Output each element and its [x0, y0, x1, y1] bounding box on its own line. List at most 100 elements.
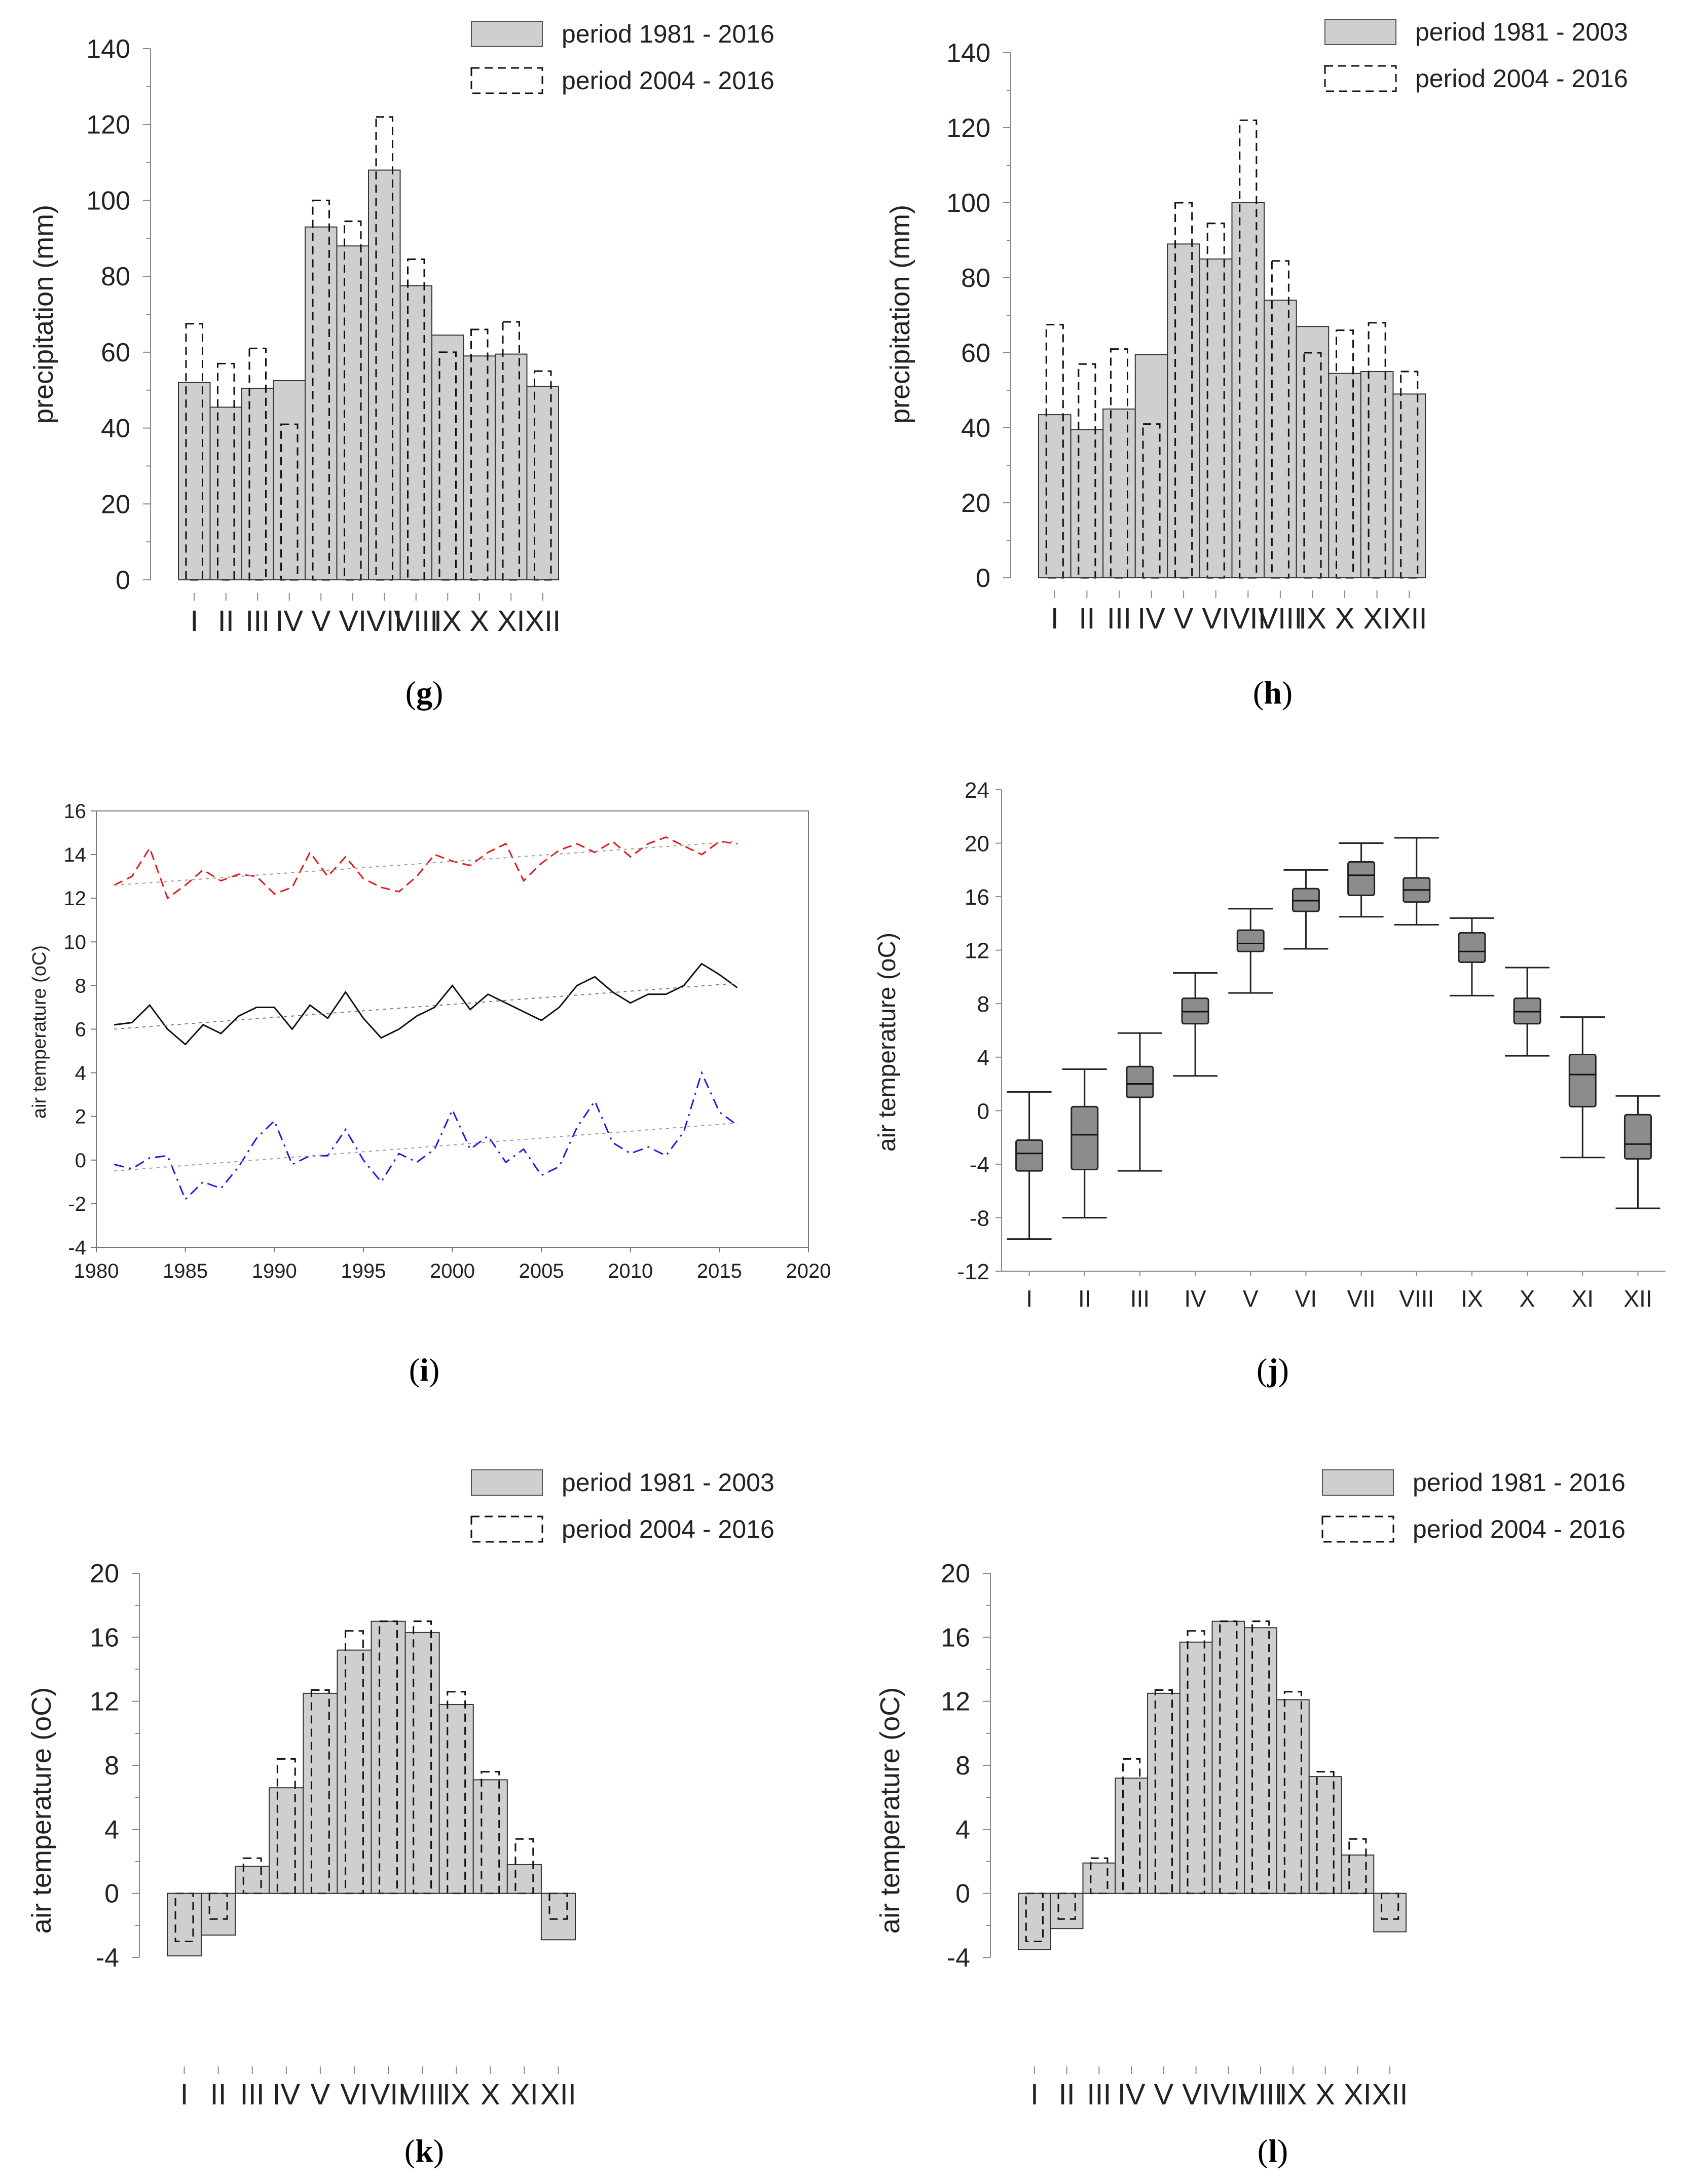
bar-period-1981---2003-II	[1070, 429, 1104, 578]
bar-period-1981---2003-II	[201, 1893, 236, 1936]
chart-panel-g: 0 20 40 60 80 100 120 140 I II III IV V VI VII VIII IX X X…	[0, 0, 848, 728]
y-tick-label: -4	[947, 1943, 970, 1973]
x-tick-label: I	[1030, 2078, 1039, 2111]
panel-label-h: (h)	[1252, 675, 1293, 711]
x-tick-label: I	[1051, 602, 1059, 635]
box-VII	[1347, 861, 1376, 896]
y-tick-label: 16	[64, 800, 87, 823]
bar-period-1981---2016-V	[305, 226, 338, 581]
x-tick-label: II	[1079, 602, 1095, 635]
y-tick-label: 12	[90, 1687, 119, 1717]
y-tick-label: 20	[101, 490, 130, 519]
y-tick-label: 8	[75, 975, 86, 997]
bar-period-1981---2016-II	[1050, 1893, 1084, 1930]
bar-period-1981---2003-III	[1102, 409, 1136, 578]
bar-period-1981---2016-VII	[368, 169, 401, 580]
legend-swatch-dashed	[1324, 65, 1397, 92]
x-tick-label: IX	[1461, 1285, 1483, 1312]
y-tick-label: 140	[86, 34, 130, 64]
x-tick-label: IV	[272, 2078, 300, 2111]
x-tick-label: I	[1026, 1285, 1032, 1312]
x-tick-label: I	[180, 2078, 188, 2111]
x-tick-label: VI	[1202, 602, 1230, 635]
y-tick-label: -12	[957, 1260, 989, 1284]
y-tick-label: 0	[977, 1099, 989, 1124]
box-III	[1126, 1065, 1154, 1098]
y-tick-label: 8	[104, 1751, 119, 1781]
panel-label-j: (j)	[1257, 1352, 1289, 1388]
bar-period-1981---2003-VI	[337, 1649, 372, 1894]
bar-period-1981---2003-V	[303, 1692, 338, 1894]
bar-dashed-IX	[1303, 352, 1322, 579]
bar-dashed-X	[470, 328, 489, 581]
bar-period-1981---2003-VI	[1199, 258, 1233, 578]
legend-label-dashed: period 2004 - 2016	[1413, 1515, 1626, 1543]
x-tick-label: X	[469, 605, 489, 638]
y-tick-label: 0	[976, 564, 990, 593]
y-tick-label: 14	[64, 844, 87, 866]
y-axis-label: air temperature (oC)	[29, 945, 50, 1119]
legend-swatch-dashed	[1321, 1515, 1394, 1543]
legend-swatch-dashed	[470, 67, 543, 94]
x-tick-label: II	[1078, 1285, 1091, 1312]
bar-period-1981---2003-VIII	[404, 1632, 440, 1894]
bar-period-1981---2003-VII	[1231, 202, 1265, 578]
y-tick-label: 2	[75, 1106, 86, 1128]
y-tick-label: 12	[941, 1687, 970, 1717]
bar-period-1981---2016-II	[209, 406, 242, 581]
x-tick-label: XI	[497, 605, 525, 638]
series-line-trend-max	[114, 841, 737, 886]
y-tick-label: 40	[961, 414, 990, 443]
bar-period-1981---2016-IX	[431, 335, 464, 581]
y-tick-label: 4	[75, 1062, 86, 1085]
bar-period-1981---2003-XII	[540, 1893, 576, 1941]
bar-period-1981---2016-IV	[1115, 1778, 1148, 1894]
y-tick-label: 100	[86, 186, 130, 215]
x-tick-label: VII	[1347, 1285, 1375, 1312]
bar-dashed-VI	[345, 1630, 364, 1895]
x-tick-label: 2020	[786, 1260, 831, 1282]
legend-label-filled: period 1981 - 2016	[1413, 1468, 1626, 1497]
bar-period-1981---2003-IV	[1134, 354, 1168, 578]
x-tick-label: IX	[1279, 2078, 1307, 2111]
legend-label-dashed: period 2004 - 2016	[1415, 64, 1628, 93]
x-tick-label: 2010	[608, 1260, 653, 1282]
y-tick-label: 20	[941, 1559, 970, 1588]
x-tick-label: X	[1520, 1285, 1535, 1312]
bar-period-1981---2016-X	[1308, 1776, 1342, 1894]
x-tick-label: IX	[442, 2078, 470, 2111]
y-tick-label: 6	[75, 1019, 86, 1041]
bar-dashed-VI	[1187, 1630, 1205, 1895]
x-tick-label: II	[210, 2078, 227, 2111]
legend-swatch-filled	[471, 1469, 543, 1496]
legend-swatch-dashed	[470, 1515, 543, 1543]
y-tick-label: -4	[96, 1943, 119, 1973]
air-temperature-line-chart-i: -4 -2 0 2 4 6 8 10 12 14 16 1980 1985 1990 1995 2000 200…	[29, 800, 831, 1282]
chart-panel-k: -4 0 4 8 12 16 20 I II III IV V VI VII VIII IX X XI XII air…	[0, 1456, 848, 2183]
bar-period-1981---2003-X	[1328, 373, 1361, 578]
x-tick-label: V	[311, 605, 331, 638]
y-tick-label: 20	[961, 489, 990, 518]
box-XII	[1624, 1114, 1652, 1160]
x-tick-label: XII	[1624, 1285, 1652, 1312]
bar-period-1981---2003-XI	[506, 1864, 542, 1894]
bar-period-1981---2016-VII	[1211, 1620, 1245, 1894]
bar-period-1981---2003-III	[235, 1865, 270, 1894]
y-tick-label: 120	[946, 114, 990, 143]
legend-swatch-filled	[471, 21, 543, 47]
bar-period-1981---2016-XII	[1373, 1893, 1407, 1933]
bar-dashed-I	[1025, 1893, 1044, 1942]
legend-label-dashed: period 2004 - 2016	[562, 1515, 774, 1543]
box-I	[1015, 1139, 1044, 1172]
y-tick-label: 120	[86, 110, 130, 140]
bar-period-1981---2016-XII	[526, 386, 559, 580]
panel-label-k: (k)	[404, 2133, 445, 2169]
y-tick-label: 40	[101, 414, 130, 443]
bar-period-1981---2003-X	[472, 1779, 508, 1894]
x-tick-label: XII	[540, 2078, 576, 2111]
bar-period-1981---2016-VIII	[1244, 1627, 1277, 1894]
y-axis-label: air temperature (oC)	[26, 1687, 57, 1934]
box-IX	[1458, 932, 1486, 963]
x-tick-label: IV	[1118, 2078, 1146, 2111]
